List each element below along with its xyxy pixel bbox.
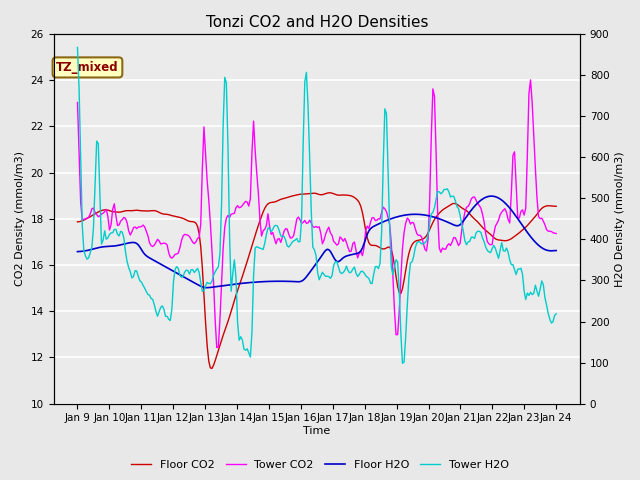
Tower H2O [367, 280, 374, 286]
Title: Tonzi CO2 and H2O Densities: Tonzi CO2 and H2O Densities [205, 15, 428, 30]
Floor CO2 [325, 190, 333, 196]
Floor CO2 [360, 218, 368, 224]
Floor H2O [360, 241, 368, 247]
Y-axis label: CO2 Density (mmol/m3): CO2 Density (mmol/m3) [15, 151, 25, 287]
Tower CO2 [74, 100, 81, 106]
Floor CO2 [208, 366, 216, 372]
X-axis label: Time: Time [303, 426, 330, 436]
Tower H2O [509, 262, 516, 267]
Floor CO2 [511, 234, 518, 240]
Floor H2O [74, 249, 81, 254]
Tower H2O [357, 269, 365, 275]
Tower CO2 [479, 211, 486, 217]
Tower CO2 [552, 230, 560, 236]
Tower CO2 [213, 345, 221, 350]
Floor H2O [204, 285, 211, 290]
Y-axis label: H2O Density (mmol/m3): H2O Density (mmol/m3) [615, 151, 625, 287]
Tower H2O [479, 235, 486, 241]
Tower H2O [74, 45, 81, 50]
Floor H2O [552, 248, 560, 253]
Floor CO2 [76, 219, 83, 225]
Text: TZ_mixed: TZ_mixed [56, 61, 119, 74]
Tower CO2 [368, 215, 376, 221]
Tower H2O [552, 311, 560, 317]
Line: Tower CO2: Tower CO2 [77, 80, 556, 348]
Floor CO2 [370, 242, 378, 248]
Tower H2O [76, 85, 83, 91]
Floor CO2 [480, 226, 488, 232]
Floor H2O [76, 249, 83, 254]
Legend: Floor CO2, Tower CO2, Floor H2O, Tower H2O: Floor CO2, Tower CO2, Floor H2O, Tower H… [126, 456, 514, 474]
Floor H2O [358, 245, 366, 251]
Line: Floor CO2: Floor CO2 [77, 193, 556, 369]
Floor H2O [511, 211, 518, 217]
Floor H2O [368, 225, 376, 230]
Floor H2O [479, 196, 486, 202]
Tower CO2 [360, 245, 368, 251]
Line: Tower H2O: Tower H2O [77, 48, 556, 363]
Tower CO2 [358, 253, 366, 259]
Tower CO2 [509, 153, 516, 158]
Tower CO2 [76, 149, 83, 155]
Floor CO2 [362, 227, 369, 233]
Floor CO2 [74, 219, 81, 225]
Floor H2O [488, 193, 496, 199]
Tower CO2 [527, 77, 534, 83]
Line: Floor H2O: Floor H2O [77, 196, 556, 288]
Tower H2O [399, 360, 406, 366]
Floor CO2 [552, 204, 560, 209]
Tower H2O [358, 268, 366, 274]
